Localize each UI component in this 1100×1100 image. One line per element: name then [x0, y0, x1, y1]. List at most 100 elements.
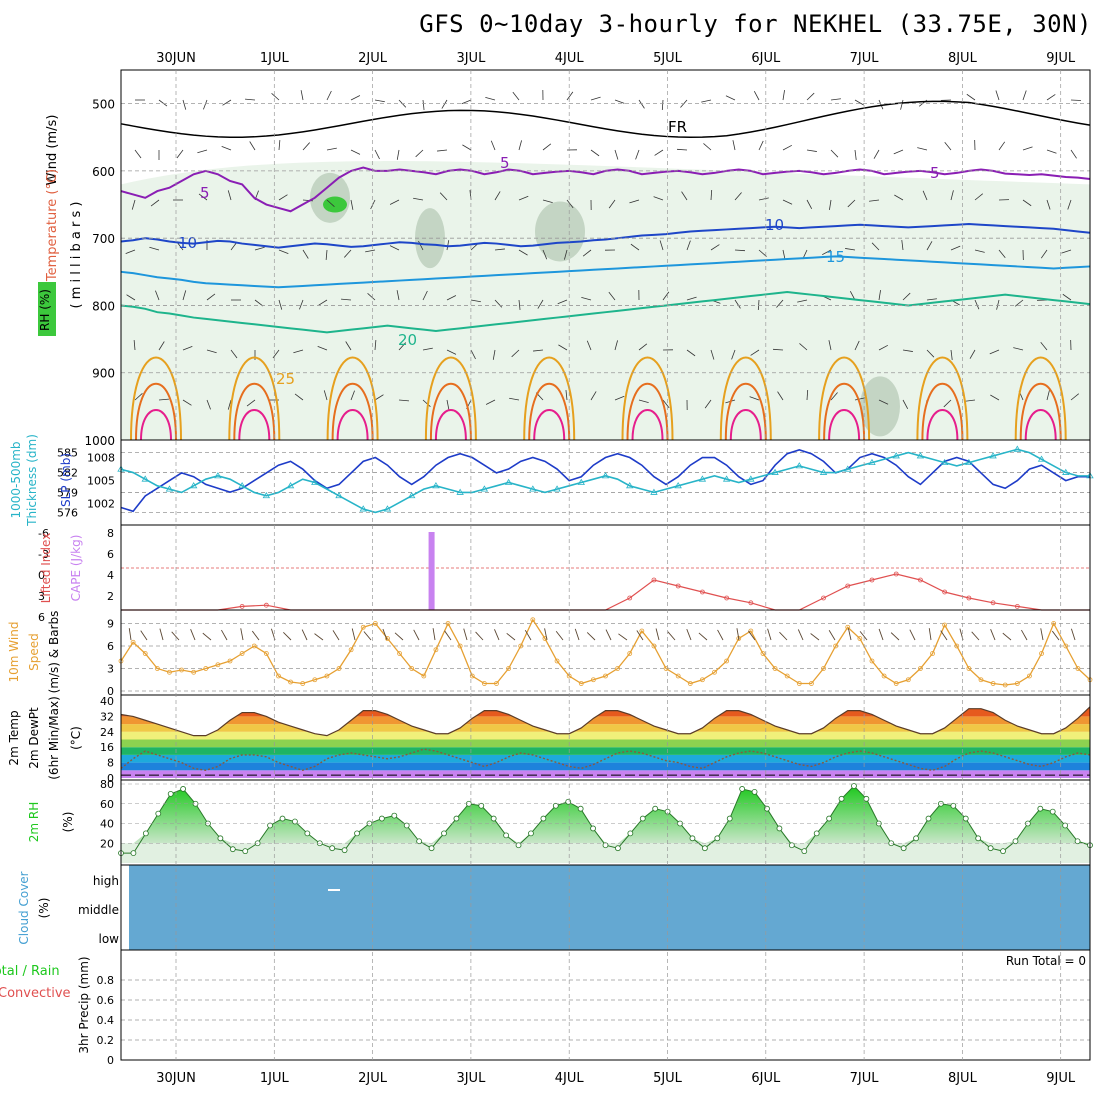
wind-barb: [396, 290, 400, 301]
temp-band: [121, 762, 1090, 771]
wind-speed-marker: [809, 681, 814, 686]
wind-barb: [704, 399, 712, 409]
rh-marker: [130, 850, 137, 857]
top-date-label: 6JUL: [751, 51, 781, 66]
wind-barb-10m: [618, 633, 628, 641]
wind-barb: [878, 344, 889, 351]
wind-barb-10m: [909, 629, 916, 641]
lifted-index-marker: [869, 577, 875, 583]
rh-base-band: [121, 843, 1090, 863]
wind-barb: [1067, 199, 1072, 210]
wind-barb: [902, 349, 913, 352]
wind-barb: [703, 143, 712, 151]
lifted-index-marker: [845, 583, 851, 589]
temp-warm-band: [121, 708, 1090, 717]
wind-barb-10m: [251, 630, 260, 641]
thickness-marker: [262, 491, 271, 499]
rh-marker: [490, 815, 497, 822]
wind-barb: [1061, 249, 1072, 254]
wind-barb-10m: [128, 628, 132, 641]
rh-tick-label: 20: [100, 837, 114, 850]
series-thickness: [120, 448, 1090, 514]
wind-barb: [134, 393, 143, 401]
cloud-cover-fill: [129, 865, 1090, 950]
wind-barb-10m: [767, 628, 772, 641]
wind-barb: [662, 399, 670, 409]
wind-barb-10m: [544, 628, 548, 641]
temp-band: [121, 747, 1090, 755]
contour-label: 15: [826, 248, 845, 266]
wind-barb: [828, 340, 832, 351]
slp-tick-label: 1002: [87, 498, 115, 511]
rh-marker: [552, 802, 559, 809]
wind-barb: [725, 95, 736, 101]
contour-label: 5: [930, 164, 940, 182]
top-date-label: 8JUL: [948, 51, 978, 66]
bl-temp-contour: [135, 382, 177, 441]
rh-marker: [155, 810, 162, 817]
wind-barb: [943, 399, 952, 408]
wind-barb: [389, 245, 400, 251]
cloud-layer-label: low: [99, 932, 120, 946]
wind-barb: [494, 191, 501, 201]
wind-barb: [590, 391, 597, 401]
wind-barb: [830, 392, 838, 401]
wind-barb: [462, 144, 472, 151]
thickness-tick-label: 579: [57, 486, 78, 499]
wind-barb-10m: [1002, 632, 1012, 641]
wind-barb: [374, 149, 380, 160]
wind-barb: [278, 140, 281, 151]
wind-barb-10m: [698, 632, 708, 641]
precip-tick-label: 0.8: [97, 974, 115, 987]
thickness-marker: [650, 488, 658, 495]
wind-speed-marker: [833, 643, 839, 649]
bl-temp-contour: [424, 356, 477, 441]
precip-tick-label: 0.2: [97, 1034, 115, 1047]
wind-speed-marker: [348, 647, 354, 653]
wind-speed-marker: [445, 621, 451, 626]
wind-speed-marker: [154, 666, 160, 671]
bl-temp-contour: [336, 409, 369, 441]
wind-barb: [422, 99, 425, 110]
pressure-tick-label: 700: [92, 232, 115, 246]
wind-speed-marker: [433, 647, 439, 653]
wind-barb: [995, 90, 1000, 101]
wind-barb: [635, 149, 640, 160]
wind-speed-marker: [990, 681, 996, 686]
wind-barb: [222, 99, 232, 106]
rh-marker: [813, 830, 820, 837]
wind-barb: [558, 344, 568, 351]
wind-speed-marker: [469, 673, 475, 679]
wind-barb: [586, 340, 592, 351]
wind-barb-10m: [463, 628, 468, 641]
thickness-marker: [1062, 468, 1070, 475]
bl-temp-contour: [130, 356, 182, 441]
wind-barb-10m: [655, 628, 660, 641]
thickness-marker: [553, 485, 561, 492]
temp-tick-label: 16: [100, 741, 114, 754]
wind-barb: [926, 241, 933, 251]
wind-speed-marker: [724, 658, 730, 664]
rh-marker: [1049, 808, 1056, 815]
wind-barb: [830, 149, 839, 158]
isotherm-15: [120, 255, 1091, 289]
wind-speed-marker: [796, 681, 802, 686]
wind-barb: [512, 91, 520, 101]
thickness-marker: [480, 485, 489, 492]
thickness-marker: [722, 475, 731, 482]
rh-marker: [142, 830, 149, 837]
precip-tick-label: 0.4: [97, 1014, 115, 1027]
wind-barb: [894, 194, 904, 201]
thickness-marker: [141, 475, 149, 482]
li-tick-label: -6: [38, 527, 49, 540]
thickness-marker: [698, 475, 707, 482]
wind-barb: [126, 294, 136, 301]
bottom-date-label: 8JUL: [948, 1071, 978, 1086]
wind-barb: [176, 149, 184, 159]
wind-barb: [701, 99, 712, 103]
panel-frame-cape: [120, 524, 1091, 611]
temp-tick-label: 0: [107, 772, 114, 785]
wind-barb: [398, 342, 406, 351]
wind-barb: [582, 249, 592, 257]
wind-barb-10m: [717, 629, 724, 641]
